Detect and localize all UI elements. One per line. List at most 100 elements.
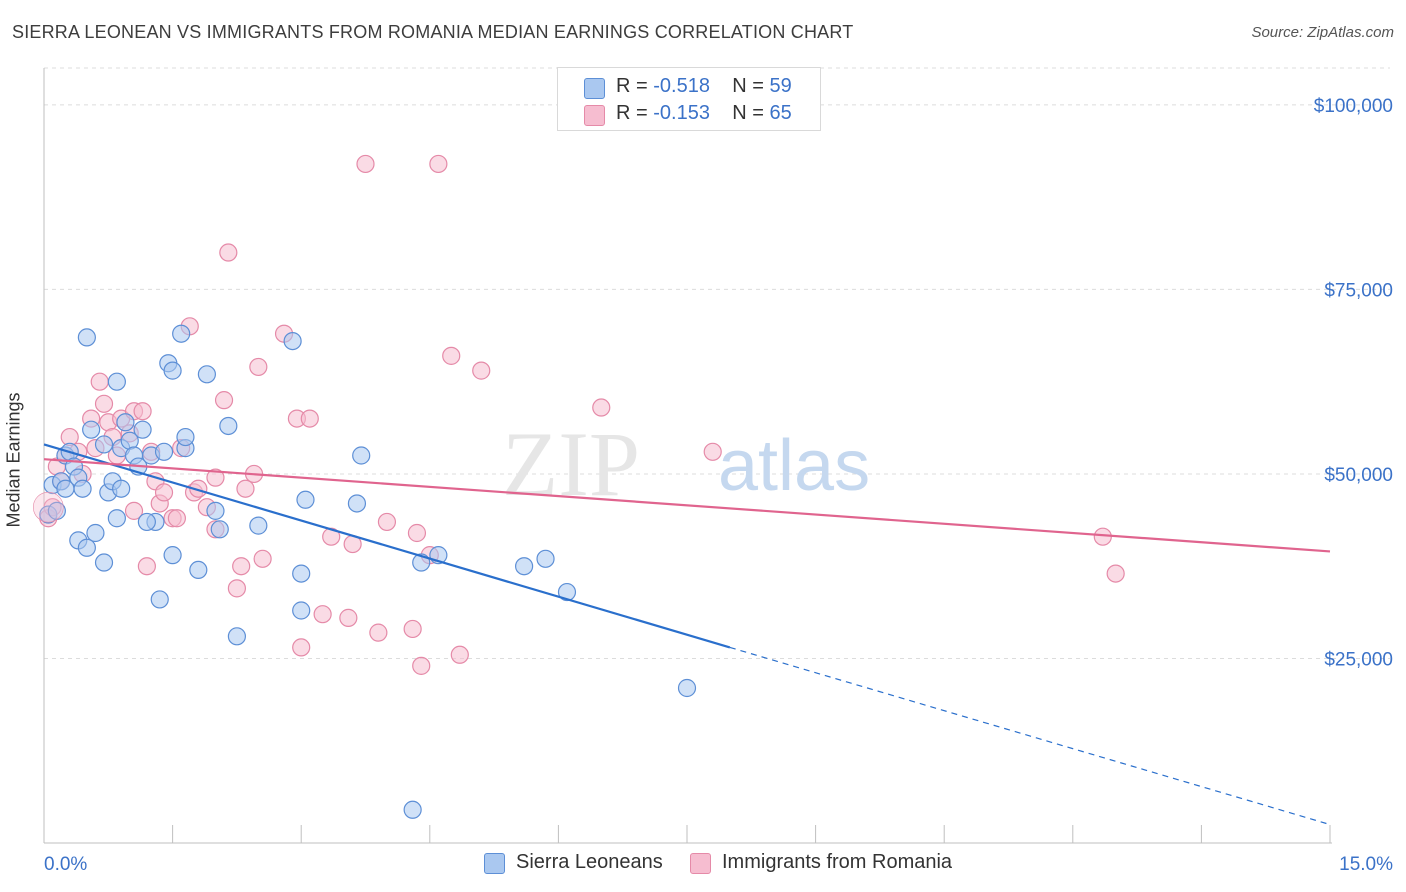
sierra-leonean-point [296,490,315,509]
y-tick-label: $75,000 [1324,280,1393,301]
romania-point [32,491,64,523]
romania-point [403,619,422,639]
chart-source: Source: ZipAtlas.com [1251,24,1394,41]
romania-point [236,479,255,498]
sierra-leonean-point [94,435,114,454]
romania-point [137,557,156,576]
legend-text: R = -0.153 N = 65 [616,102,792,125]
romania-point [1093,527,1112,546]
romania-point [472,361,491,380]
romania-point [322,527,341,546]
stats-legend: R = -0.518 N = 59 R = -0.153 N = 65 [557,67,821,131]
sierra-leonean-point [352,446,371,465]
romania-point [407,523,427,543]
romania-point [90,372,109,391]
sierra-leonean-point [172,324,191,343]
legend-r-value: -0.518 [653,75,710,97]
sierra-leonean-trendline-extrapolated [729,646,1331,826]
legend-n-value: 59 [769,75,792,97]
romania-point [124,501,144,520]
sierra-leonean-point [94,553,114,572]
romania-point [339,608,358,627]
sierra-leonean-point [137,512,156,532]
sierra-leonean-point [536,549,555,568]
sierra-leonean-point [163,546,182,565]
sierra-leonean-point [515,557,534,576]
legend-n-value: 65 [769,102,792,124]
sierra-leonean-point [227,627,246,646]
romania-point [249,357,268,377]
chart-title: SIERRA LEONEAN VS IMMIGRANTS FROM ROMANI… [12,22,854,42]
romania-point [206,468,225,487]
sierra-leonean-point [210,520,229,539]
legend-r-value: -0.153 [653,102,710,124]
bottom-legend-label: Sierra Leoneans [516,851,663,873]
sierra-leonean-point [197,365,216,384]
romania-point [167,509,186,528]
tick-labels: $25,000 $50,000 $75,000 $100,000 0.0% 15.0% [44,96,1393,875]
romania-point [292,638,311,657]
x-tick-label-min: 0.0% [44,854,87,875]
sierra-leonean-point [347,494,367,513]
sierra-leonean-point [163,361,182,380]
watermark: ZIP atlas [502,413,870,515]
sierra-leonean-point [249,516,268,535]
sierra-leonean-point [77,328,96,347]
y-tick-label: $25,000 [1324,649,1393,670]
legend-n-label: N = [732,75,770,97]
legend-text: R = -0.518 N = 59 [616,75,792,98]
sierra-leonean-point [107,372,126,391]
sierra-leonean-point [116,413,135,432]
romania-point [219,243,238,262]
sierra-leonean-point [403,800,422,819]
romania-point [450,645,469,664]
romania-point [227,579,246,598]
romania-point [377,512,397,532]
sierra-leonean-point [107,509,126,528]
legend-swatch-pink [584,105,605,126]
romania-point [369,623,388,642]
axes [43,68,1332,844]
bottom-legend-swatch-blue [484,853,505,874]
sierra-leonean-point [206,501,225,520]
romania-point [232,557,251,576]
x-tick-label-max: 15.0% [1339,854,1393,875]
y-tick-label: $100,000 [1314,96,1393,117]
legend-r-label: R = [616,102,654,124]
romania-point [253,549,272,568]
legend-swatch-blue [584,78,605,99]
sierra-leonean-point [150,590,169,609]
romania-point [703,442,722,461]
romania-point [133,402,152,421]
bottom-legend-swatch-pink [690,853,711,874]
y-axis-label: Median Earnings [3,392,24,528]
sierra-leonean-point [82,420,101,439]
sierra-leonean-trendline [43,443,731,649]
sierra-leonean-point [677,678,697,698]
romania-point [429,154,448,174]
romania-point [356,154,375,174]
sierra-leonean-point [283,331,302,351]
romania-point [412,656,431,675]
romania-trendline [43,458,1331,553]
romania-point [300,409,319,428]
romania-point [1106,564,1125,583]
sierra-leonean-point [86,523,105,543]
romania-point [592,398,611,417]
romania-point [442,346,461,365]
watermark-atlas: atlas [718,426,870,506]
sierra-leonean-point [292,601,311,620]
trend-lines [43,443,1331,826]
sierra-leonean-point [189,560,208,580]
series-points [32,154,1125,819]
y-tick-label: $50,000 [1324,465,1393,486]
legend-n-label: N = [732,102,770,124]
sierra-leonean-point [77,538,96,557]
legend-r-label: R = [616,75,654,97]
sierra-leonean-point [154,442,174,461]
sierra-leonean-point [112,479,131,498]
romania-point [154,483,174,502]
sierra-leonean-point [133,420,152,439]
sierra-leonean-point [176,427,195,447]
